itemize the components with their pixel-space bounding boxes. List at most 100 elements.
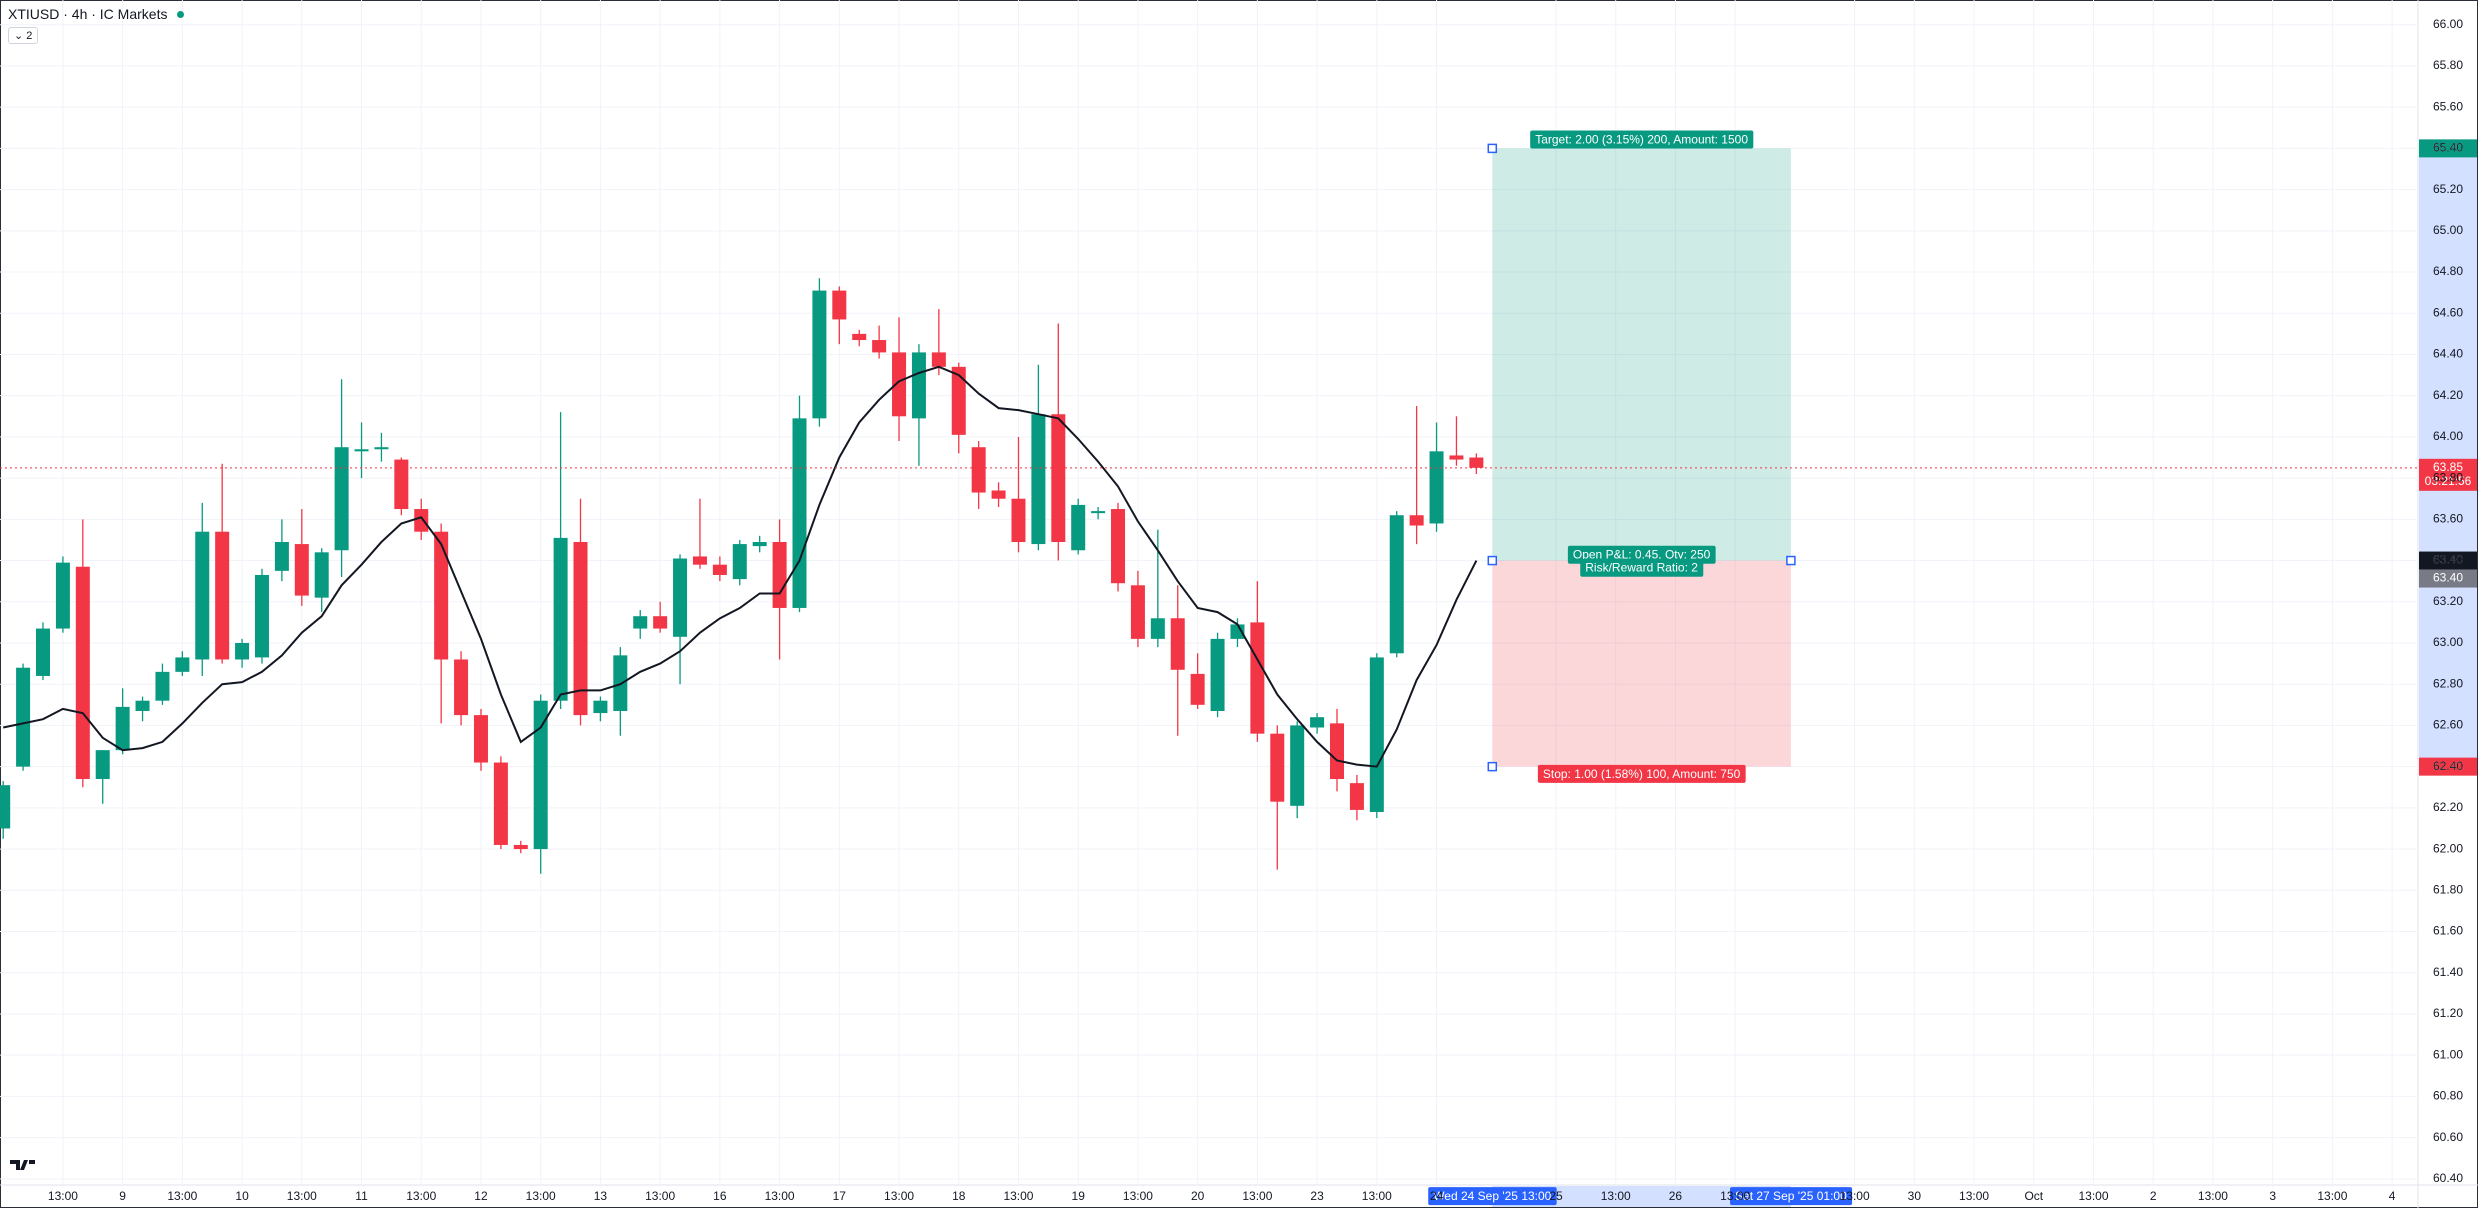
x-tick-label: 13:00: [1601, 1189, 1631, 1203]
plot: [0, 148, 2418, 874]
candle-body: [1349, 783, 1364, 810]
y-tick-label: 65.20: [2433, 182, 2463, 196]
entry-price-tag-text: 63.40: [2433, 553, 2463, 567]
candle-body: [175, 657, 190, 672]
candle-body: [354, 449, 369, 452]
candle-body: [155, 671, 170, 701]
x-tick-label: 24: [1430, 1189, 1444, 1203]
candle-body: [473, 715, 488, 763]
candle-body: [1031, 414, 1046, 545]
y-tick-label: 62.80: [2433, 676, 2463, 690]
symbol-title: XTIUSD · 4h · IC Markets: [8, 6, 168, 22]
candle-body: [692, 556, 707, 565]
target-price-tag-text: 65.40: [2433, 141, 2463, 155]
y-tick-label: 62.60: [2433, 718, 2463, 732]
y-tick-label: 60.40: [2433, 1171, 2463, 1185]
x-tick-label: 4: [2389, 1189, 2396, 1203]
y-tick-label: 63.60: [2433, 512, 2463, 526]
x-tick-label: Oct: [2024, 1189, 2043, 1203]
candle-body: [394, 459, 409, 510]
candle-body: [0, 785, 11, 829]
candle-body: [1429, 451, 1444, 524]
candle-body: [553, 537, 568, 701]
x-tick-label: 13:00: [2198, 1189, 2228, 1203]
entry-price-tag: [2419, 551, 2477, 570]
stop-zone: [1492, 560, 1791, 767]
y-tick-label: 63.40: [2433, 553, 2463, 567]
tv-logo: [10, 1160, 35, 1170]
x-tick-label: 26: [1669, 1189, 1683, 1203]
symbol-header[interactable]: XTIUSD · 4h · IC Markets: [8, 6, 185, 22]
y-tick-label: 64.00: [2433, 429, 2463, 443]
candle-body: [75, 566, 90, 780]
candle-body: [732, 544, 747, 580]
candle-body: [673, 558, 688, 637]
candle-body: [434, 531, 449, 660]
y-tick-label: 60.60: [2433, 1130, 2463, 1144]
target-zone: [1492, 148, 1791, 561]
candle-body: [772, 542, 787, 608]
x-tick-label: 13: [594, 1189, 608, 1203]
candle-body: [454, 659, 469, 716]
candle-body: [872, 340, 887, 353]
candle-body: [195, 531, 210, 660]
x-tick-label: 13:00: [1840, 1189, 1870, 1203]
x-tick-label: 19: [1072, 1189, 1086, 1203]
y-tick-label: 63.20: [2433, 594, 2463, 608]
x-tick-label: 10: [235, 1189, 249, 1203]
x-tick-label: 12: [474, 1189, 488, 1203]
status-dot: [177, 10, 185, 18]
candle-body: [1091, 511, 1106, 514]
candle-body: [892, 352, 907, 417]
drag-handle[interactable]: [1487, 761, 1498, 772]
x-tick-label: 17: [833, 1189, 847, 1203]
candle-body: [533, 700, 548, 850]
x-tick-label: 2: [2150, 1189, 2157, 1203]
x-tick-label: 13:00: [1242, 1189, 1272, 1203]
candle-body: [1310, 717, 1325, 728]
candle-body: [235, 642, 250, 660]
y-tick-label: 63.80: [2433, 470, 2463, 484]
stop-label: Stop: 1.00 (1.58%) 100, Amount: 750: [1537, 764, 1746, 783]
end-time-tag: Sat 27 Sep '25 01:00: [1730, 1187, 1853, 1206]
y-tick-label: 64.20: [2433, 388, 2463, 402]
x-tick-label: 13:00: [1720, 1189, 1750, 1203]
entry-close-tag-text: 63.40: [2433, 571, 2463, 585]
candle-body: [1330, 723, 1345, 780]
candle-body: [1449, 455, 1464, 460]
candle-body: [1409, 515, 1424, 526]
stop-price-tag-text: 62.40: [2433, 759, 2463, 773]
x-tick-label: 13:00: [526, 1189, 556, 1203]
x-tick-label: 18: [952, 1189, 966, 1203]
candle-body: [911, 352, 926, 419]
x-tick-label: 20: [1191, 1189, 1205, 1203]
end-time-tag-text: Sat 27 Sep '25 01:00: [1735, 1189, 1847, 1203]
candle-body: [36, 628, 51, 676]
candle-body: [1469, 457, 1484, 468]
x-tick-label: 13:00: [884, 1189, 914, 1203]
candle-body: [752, 542, 767, 547]
x-tick-label: 16: [713, 1189, 727, 1203]
target-label-bg: [1530, 130, 1754, 149]
x-tick-label: 13:00: [406, 1189, 436, 1203]
rr-label-text: Risk/Reward Ratio: 2: [1585, 561, 1698, 575]
target-price-tag: [2419, 139, 2477, 158]
candle-body: [1389, 515, 1404, 654]
x-tick-label: 13:00: [1003, 1189, 1033, 1203]
candle-body: [573, 542, 588, 716]
drag-handle[interactable]: [1786, 555, 1796, 566]
candle-body: [1011, 498, 1026, 543]
candle-body: [593, 700, 608, 714]
moving-average: [2, 365, 1478, 768]
x-tick-label: 13:00: [2317, 1189, 2347, 1203]
drag-handle[interactable]: [1487, 143, 1498, 154]
indicator-toggle[interactable]: ⌄ 2: [8, 27, 39, 44]
x-tick-label: 13:00: [1959, 1189, 1989, 1203]
candle-body: [1051, 414, 1066, 543]
x-tick-label: 13:00: [1123, 1189, 1153, 1203]
candle-body: [215, 531, 230, 660]
drag-handle[interactable]: [1487, 555, 1498, 566]
candle-body: [334, 447, 349, 551]
